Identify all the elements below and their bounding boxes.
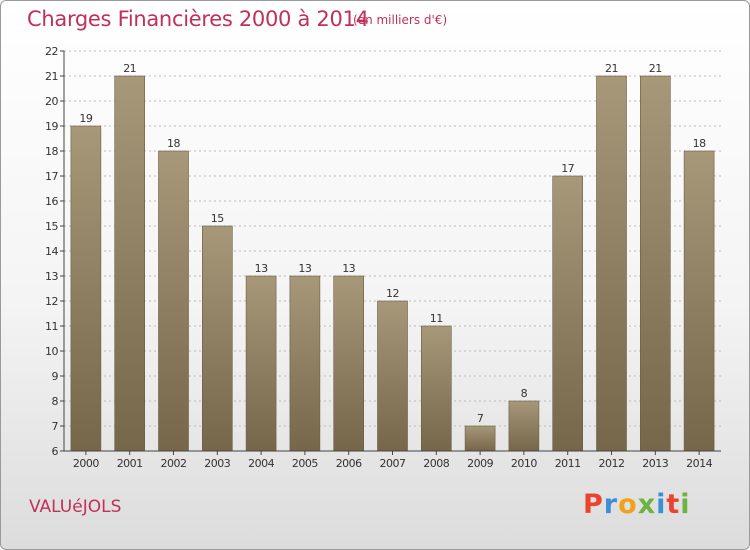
y-tick-label: 12	[45, 295, 58, 308]
bar-value-label: 15	[211, 212, 224, 225]
x-tick-label: 2006	[336, 457, 362, 470]
bar[interactable]	[508, 400, 540, 452]
bar-value-label: 21	[605, 62, 618, 75]
axes: 6 7 8 9 10 11 12 13 14 15 16 17 18 19 20 21 22 2000 2001 20…	[45, 45, 721, 470]
bar-value-label: 13	[255, 262, 268, 275]
bar[interactable]	[158, 150, 189, 452]
logo-letter: i	[680, 489, 691, 520]
logo-letter: P	[583, 489, 604, 520]
logo-letter: i	[656, 489, 667, 520]
x-tick-label: 2010	[511, 457, 537, 470]
bar[interactable]	[245, 275, 277, 452]
bar-value-label: 8	[521, 387, 528, 400]
y-tick-label: 19	[45, 120, 58, 133]
bar-value-label: 18	[167, 137, 180, 150]
bar-value-label: 12	[386, 287, 399, 300]
bar-value-label: 18	[693, 137, 706, 150]
y-tick-label: 13	[45, 270, 58, 283]
x-tick-label: 2001	[117, 457, 143, 470]
bar[interactable]	[70, 125, 102, 452]
x-tick-label: 2008	[423, 457, 449, 470]
chart-unit-note: (en milliers d'€)	[353, 13, 448, 27]
y-tick-label: 11	[45, 320, 58, 333]
y-tick-label: 14	[45, 245, 58, 258]
x-tick-label: 2011	[555, 457, 581, 470]
bar[interactable]	[202, 225, 233, 452]
x-tick-label: 2012	[599, 457, 625, 470]
logo-letter: o	[618, 489, 638, 520]
logo-letter: r	[603, 489, 619, 520]
bar[interactable]	[596, 75, 627, 452]
y-tick-label: 6	[52, 445, 59, 458]
logo-letter: x	[637, 489, 657, 520]
x-tick-label: 2004	[248, 457, 274, 470]
bar[interactable]	[377, 300, 408, 452]
y-tick-label: 18	[45, 145, 58, 158]
x-tick-label: 2013	[642, 457, 668, 470]
x-tick-label: 2003	[204, 457, 230, 470]
bar-value-label: 11	[430, 312, 443, 325]
y-tick-label: 7	[52, 420, 59, 433]
bar[interactable]	[289, 275, 321, 452]
y-tick-label: 10	[45, 345, 58, 358]
x-tick-label: 2000	[73, 457, 99, 470]
y-tick-label: 22	[45, 45, 58, 58]
bar-value-label: 19	[79, 112, 92, 125]
bar[interactable]	[464, 425, 496, 452]
y-tick-label: 16	[45, 195, 58, 208]
chart-title: Charges Financières 2000 à 2014	[27, 7, 369, 31]
bar-value-label: 13	[342, 262, 355, 275]
x-tick-label: 2014	[686, 457, 712, 470]
y-tick-label: 15	[45, 220, 58, 233]
bars: 19 21 18 15 13 13 13 12 11 7 8 17 21 21 18	[70, 62, 715, 452]
logo-letter: t	[666, 489, 681, 520]
x-tick-label: 2009	[467, 457, 493, 470]
y-tick-label: 17	[45, 170, 58, 183]
town-name: VALUéJOLS	[29, 497, 122, 517]
bar[interactable]	[552, 175, 584, 452]
bar[interactable]	[683, 150, 715, 452]
proxiti-logo[interactable]: Proxiti	[583, 489, 691, 520]
x-tick-label: 2007	[380, 457, 406, 470]
bar[interactable]	[639, 75, 671, 452]
bar-value-label: 17	[561, 162, 574, 175]
y-tick-label: 8	[52, 395, 59, 408]
bar[interactable]	[333, 275, 365, 452]
y-tick-label: 9	[52, 370, 59, 383]
bar-value-label: 7	[477, 412, 484, 425]
bar[interactable]	[114, 75, 145, 452]
bar[interactable]	[420, 325, 452, 452]
bar-value-label: 13	[298, 262, 311, 275]
x-tick-label: 2002	[161, 457, 187, 470]
y-tick-label: 21	[45, 70, 58, 83]
bar-value-label: 21	[123, 62, 136, 75]
y-tick-label: 20	[45, 95, 58, 108]
bar-value-label: 21	[649, 62, 662, 75]
x-tick-label: 2005	[292, 457, 318, 470]
